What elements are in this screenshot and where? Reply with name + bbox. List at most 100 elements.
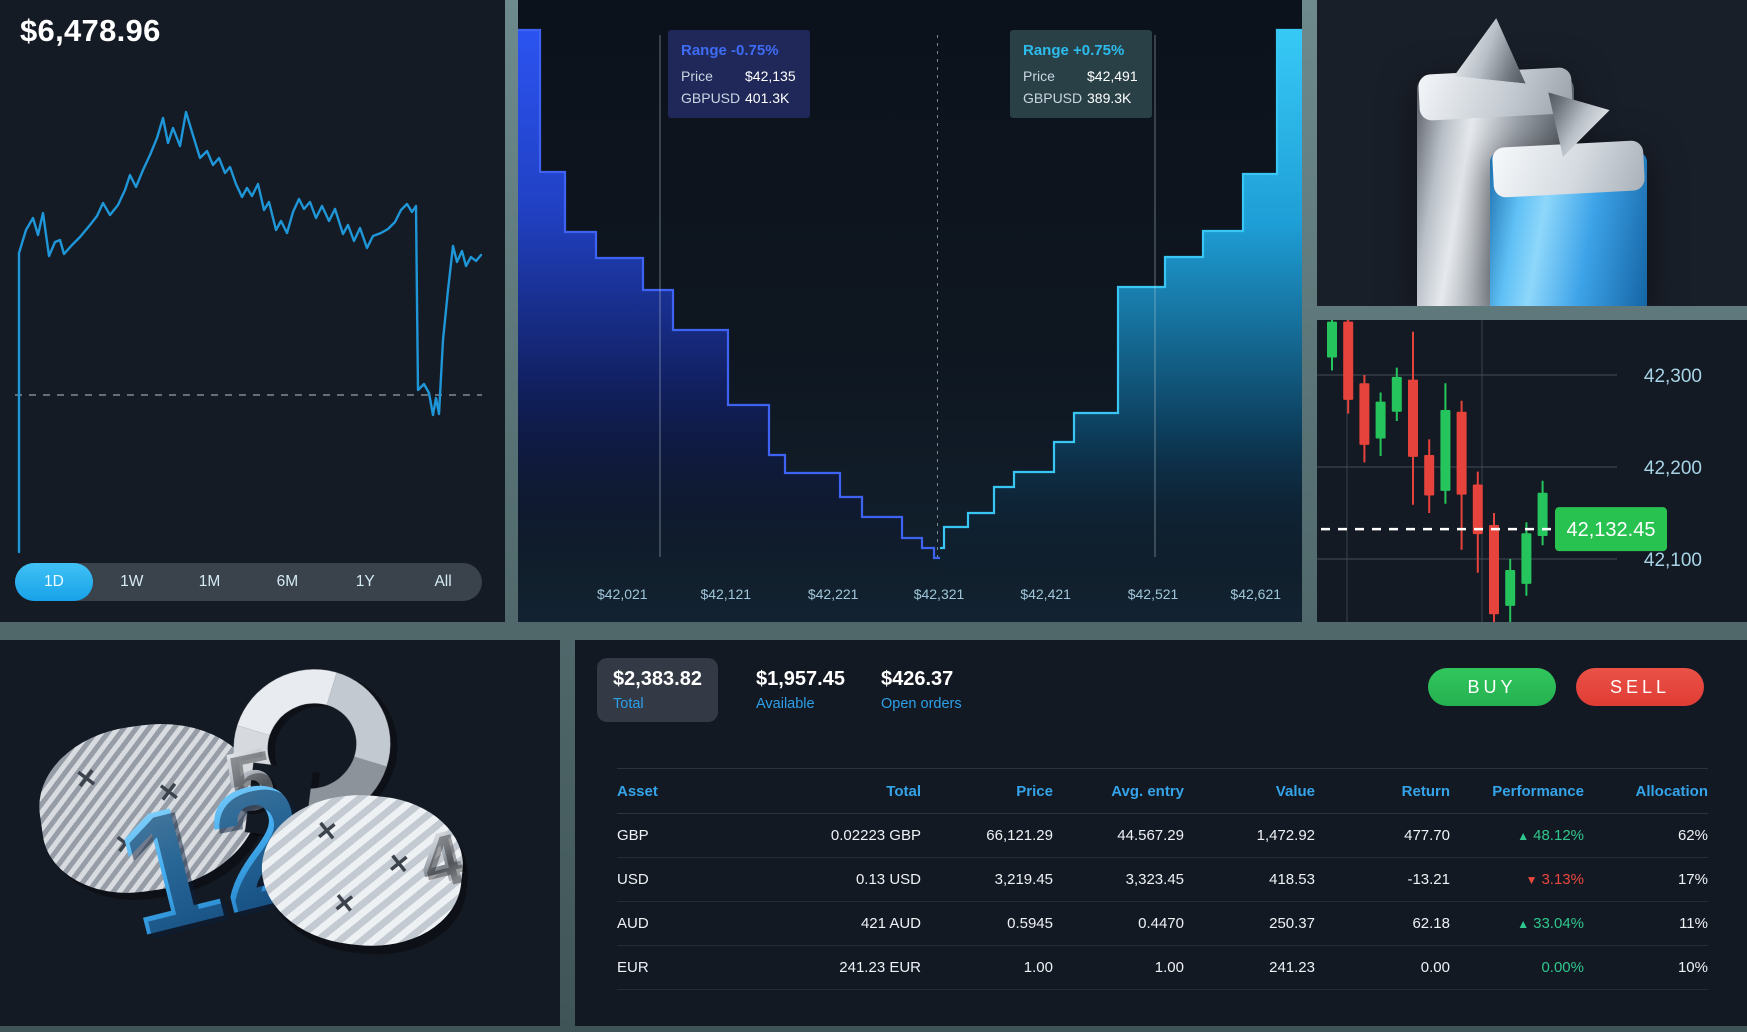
time-range-1d[interactable]: 1D	[15, 563, 93, 601]
decorative-blue-box	[1490, 140, 1647, 306]
column-header-return: Return	[1401, 782, 1450, 800]
column-header-allocation: Allocation	[1635, 782, 1708, 800]
buy-button[interactable]: BUY	[1428, 668, 1556, 706]
cell-total: 421 AUD	[860, 915, 921, 932]
cell-price: 1.00	[1023, 959, 1053, 976]
depth-x-tick: $42,521	[1127, 586, 1179, 602]
ask-pair-label: GBPUSD	[1023, 90, 1083, 106]
ask-range-title: Range +0.75%	[1023, 42, 1125, 59]
triangle-up-icon: ▲	[1517, 829, 1530, 843]
stat-available-value: $1,957.45	[756, 668, 845, 690]
cell-value: 1,472.92	[1256, 827, 1315, 844]
cell-performance: ▲ 33.04%	[1517, 915, 1584, 932]
cell-asset: GBP	[617, 827, 649, 844]
table-row-aud[interactable]: AUD 421 AUD 0.5945 0.4470 250.37 62.18 ▲ 33.04%…	[617, 902, 1708, 946]
triangle-down-icon: ▼	[1525, 873, 1538, 887]
stat-available-label: Available	[756, 696, 815, 712]
cell-price: 66,121.29	[986, 827, 1053, 844]
order-book-depth-panel: Range -0.75% Price $42,135 GBPUSD 401.3K R…	[518, 0, 1302, 622]
time-range-1w[interactable]: 1W	[120, 573, 144, 590]
trading-panel: $2,383.82 Total $1,957.45 Available $426…	[575, 640, 1747, 1026]
column-header-performance: Performance	[1492, 782, 1584, 800]
svg-text:42,100: 42,100	[1644, 550, 1702, 571]
stat-open-orders[interactable]: $426.37 Open orders	[881, 668, 962, 712]
cell-performance: ▲ 48.12%	[1517, 827, 1584, 844]
table-header-row: Asset Total Price Avg. entry Value Return Perf…	[617, 768, 1708, 814]
depth-x-tick: $42,321	[913, 586, 965, 602]
time-range-6m[interactable]: 6M	[276, 573, 299, 590]
time-range-1m[interactable]: 1M	[198, 573, 221, 590]
svg-text:42,132.45: 42,132.45	[1567, 519, 1656, 541]
candlestick-chart[interactable]: 42,300 42,200 42,100 42,132.45	[1317, 320, 1747, 622]
decorative-silver-cone	[1454, 14, 1532, 83]
cell-asset: AUD	[617, 915, 649, 932]
cell-allocation: 17%	[1677, 871, 1708, 888]
stat-total[interactable]: $2,383.82 Total	[597, 658, 718, 722]
stat-total-label: Total	[613, 696, 644, 712]
time-range-all[interactable]: All	[434, 573, 452, 590]
cell-allocation: 10%	[1677, 959, 1708, 976]
cell-asset: EUR	[617, 959, 649, 976]
bid-range-tooltip: Range -0.75% Price $42,135 GBPUSD 401.3K	[668, 30, 810, 118]
table-row-gbp[interactable]: GBP 0.02223 GBP 66,121.29 44.567.29 1,472.92…	[617, 814, 1708, 858]
bid-pair-label: GBPUSD	[681, 90, 741, 106]
cell-performance: ▼ 3.13%	[1525, 871, 1584, 888]
cell-total: 0.02223 GBP	[830, 827, 921, 844]
column-header-avg-entry: Avg. entry	[1111, 782, 1184, 800]
time-range-selector: 1D 1W 1M 6M 1Y All	[15, 563, 482, 601]
bid-volume-value: 401.3K	[745, 90, 790, 106]
ask-range-tooltip: Range +0.75% Price $42,491 GBPUSD 389.3K	[1010, 30, 1152, 118]
cell-value: 241.23	[1269, 959, 1315, 976]
sell-button[interactable]: SELL	[1576, 668, 1704, 706]
cell-return: -13.21	[1407, 871, 1450, 888]
cell-avg-entry: 1.00	[1154, 959, 1184, 976]
cell-total: 241.23 EUR	[839, 959, 921, 976]
depth-chart[interactable]	[518, 0, 1302, 622]
cell-avg-entry: 0.4470	[1138, 915, 1184, 932]
cell-asset: USD	[617, 871, 649, 888]
ask-price-value: $42,491	[1087, 68, 1138, 84]
bid-range-title: Range -0.75%	[681, 42, 779, 59]
table-row-usd[interactable]: USD 0.13 USD 3,219.45 3,323.45 418.53 -13.21 ▼…	[617, 858, 1708, 902]
svg-text:42,300: 42,300	[1644, 366, 1702, 387]
ask-volume-value: 389.3K	[1087, 90, 1132, 106]
svg-text:42,200: 42,200	[1644, 458, 1702, 479]
column-header-price: Price	[1016, 782, 1053, 800]
cell-performance: 0.00%	[1541, 959, 1584, 976]
cell-allocation: 11%	[1679, 915, 1708, 932]
portfolio-balance: $6,478.96	[20, 13, 161, 48]
portfolio-line-chart[interactable]	[10, 95, 487, 555]
cell-value: 418.53	[1269, 871, 1315, 888]
depth-x-tick: $42,121	[700, 586, 752, 602]
candlestick-panel: 42,300 42,200 42,100 42,132.45	[1317, 320, 1747, 622]
cell-avg-entry: 3,323.45	[1125, 871, 1184, 888]
depth-x-tick: $42,621	[1230, 586, 1282, 602]
positions-table: Asset Total Price Avg. entry Value Return Perf…	[617, 768, 1708, 990]
depth-x-tick: $42,021	[596, 586, 648, 602]
depth-x-tick: $42,221	[807, 586, 859, 602]
stat-open-orders-value: $426.37	[881, 668, 954, 690]
decorative-boxes-panel	[1317, 0, 1747, 306]
table-row-eur[interactable]: EUR 241.23 EUR 1.00 1.00 241.23 0.00 0.00% 10%	[617, 946, 1708, 990]
cell-avg-entry: 44.567.29	[1117, 827, 1184, 844]
cell-price: 0.5945	[1007, 915, 1053, 932]
column-header-asset: Asset	[617, 782, 658, 800]
stat-total-value: $2,383.82	[613, 668, 702, 690]
cell-return: 62.18	[1412, 915, 1450, 932]
depth-x-tick: $42,421	[1020, 586, 1071, 602]
stat-open-orders-label: Open orders	[881, 696, 962, 712]
ask-price-label: Price	[1023, 68, 1055, 84]
portfolio-panel: $6,478.96 1D 1W 1M 6M 1Y All	[0, 0, 505, 622]
cell-total: 0.13 USD	[855, 871, 921, 888]
cell-allocation: 62%	[1677, 827, 1708, 844]
cell-value: 250.37	[1269, 915, 1315, 932]
cell-return: 0.00	[1420, 959, 1450, 976]
bid-price-value: $42,135	[745, 68, 796, 84]
cell-return: 477.70	[1404, 827, 1450, 844]
depth-x-axis: $42,021 $42,121 $42,221 $42,321 $42,421 $42,5…	[518, 586, 1302, 606]
column-header-value: Value	[1275, 782, 1315, 800]
decorative-numbers-panel: ✕✕✕ 5 12 ✕✕✕ 4	[0, 640, 560, 1026]
bid-price-label: Price	[681, 68, 713, 84]
stat-available[interactable]: $1,957.45 Available	[756, 668, 845, 712]
time-range-1y[interactable]: 1Y	[355, 573, 375, 590]
